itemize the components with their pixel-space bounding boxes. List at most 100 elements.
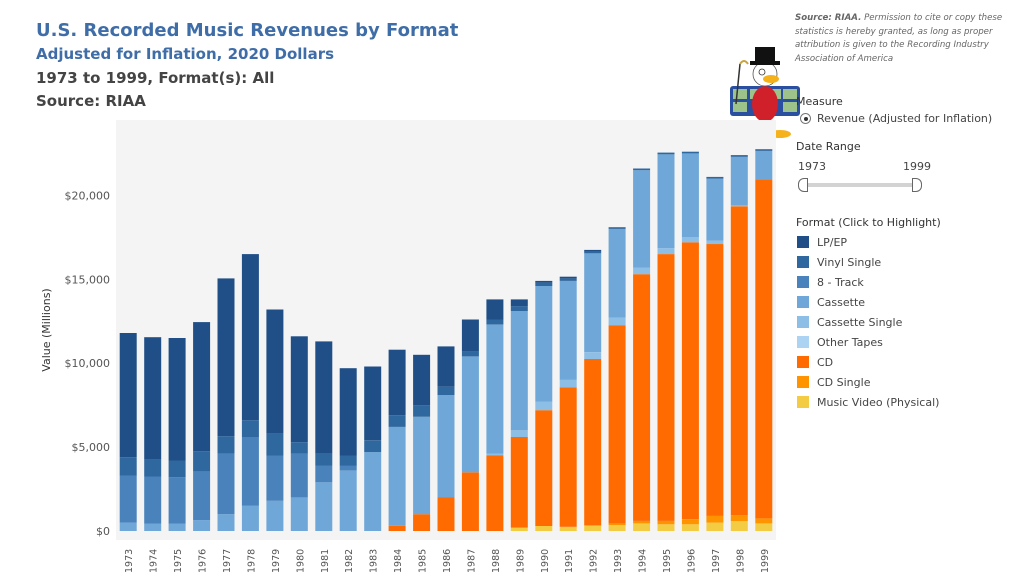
legend-swatch	[797, 356, 809, 368]
bar-segment	[437, 497, 455, 531]
x-tick-label: 1985	[418, 549, 429, 573]
y-tick-label: $20,000	[65, 189, 111, 202]
bar-segment	[193, 471, 211, 521]
y-tick-label: $0	[96, 525, 110, 538]
bar-segment	[266, 309, 284, 434]
bar-segment	[510, 299, 528, 307]
legend-item[interactable]: Cassette Single	[797, 312, 939, 332]
x-tick-label: 1980	[295, 549, 306, 573]
bar-segment	[437, 346, 455, 387]
x-tick-label: 1979	[271, 549, 282, 573]
bar-segment	[730, 206, 748, 516]
chart-subtitle: Adjusted for Inflation, 2020 Dollars	[36, 45, 335, 63]
bar-segment	[584, 249, 602, 252]
x-tick-label: 1976	[198, 549, 209, 573]
legend-item[interactable]: CD Single	[797, 372, 939, 392]
bar-segment	[266, 500, 284, 531]
bar-segment	[266, 433, 284, 456]
bar-segment	[559, 276, 577, 279]
date-range-start-handle[interactable]	[798, 178, 808, 192]
legend-label: Cassette	[817, 295, 866, 309]
bar-segment	[119, 333, 137, 458]
legend-item[interactable]: CD	[797, 352, 939, 372]
bar-segment	[706, 178, 724, 241]
measure-value-label: Revenue (Adjusted for Inflation)	[817, 112, 993, 125]
x-tick-label: 1990	[540, 549, 551, 573]
bar-segment	[168, 523, 186, 531]
radio-selected-icon[interactable]	[800, 113, 811, 124]
bar-segment	[608, 317, 626, 326]
bar-segment	[388, 415, 406, 427]
x-tick-label: 1997	[711, 549, 722, 573]
x-tick-label: 1986	[442, 549, 453, 573]
bar-segment	[584, 352, 602, 359]
legend-item[interactable]: LP/EP	[797, 232, 939, 252]
bar-segment	[657, 524, 675, 531]
permission-note-text: Permission to cite or copy these statist…	[795, 13, 1003, 64]
legend-label: 8 - Track	[817, 275, 864, 289]
bar-segment	[755, 150, 773, 180]
bar-segment	[461, 472, 479, 531]
bar-segment	[413, 405, 431, 417]
y-tick-label: $5,000	[72, 441, 111, 454]
chart-source-text: Source: RIAA	[36, 92, 146, 110]
legend-item[interactable]: Other Tapes	[797, 332, 939, 352]
legend-item[interactable]: 8 - Track	[797, 272, 939, 292]
bar-segment	[241, 505, 259, 531]
bar-segment	[633, 170, 651, 268]
bar-segment	[290, 453, 308, 498]
bar-segment	[730, 156, 748, 206]
bar-segment	[706, 522, 724, 531]
x-tick-label: 1992	[589, 549, 600, 573]
legend-item[interactable]: Cassette	[797, 292, 939, 312]
bar-segment	[241, 437, 259, 506]
bar-segment	[559, 526, 577, 531]
bar-segment	[388, 349, 406, 416]
x-tick-label: 1994	[638, 549, 649, 573]
date-range-slider-track[interactable]	[802, 183, 918, 187]
bar-segment	[535, 286, 553, 402]
bar-segment	[339, 470, 357, 531]
bar-segment	[584, 525, 602, 526]
bar-segment	[608, 525, 626, 531]
bar-segment	[535, 526, 553, 531]
legend-label: Music Video (Physical)	[817, 395, 940, 409]
bar-segment	[559, 280, 577, 380]
bar-segment	[706, 244, 724, 516]
format-legend-title: Format (Click to Highlight)	[796, 216, 941, 229]
bar-segment	[461, 351, 479, 357]
x-tick-label: 1991	[564, 549, 575, 573]
bar-segment	[486, 324, 504, 454]
legend-item[interactable]: Music Video (Physical)	[797, 392, 939, 412]
bar-segment	[119, 475, 137, 523]
bar-segment	[290, 442, 308, 454]
bar-segment	[461, 319, 479, 352]
bar-segment	[364, 452, 382, 531]
bar-segment	[584, 359, 602, 526]
legend-item[interactable]: Vinyl Single	[797, 252, 939, 272]
bar-segment	[730, 205, 748, 207]
bar-segment	[559, 387, 577, 527]
measure-title: Measure	[796, 95, 843, 108]
bar-segment	[730, 515, 748, 521]
measure-radio-option[interactable]: Revenue (Adjusted for Inflation)	[800, 112, 992, 125]
y-tick-label: $10,000	[65, 357, 111, 370]
bar-segment	[217, 278, 235, 437]
x-tick-label: 1973	[124, 549, 135, 573]
x-tick-label: 1982	[344, 549, 355, 573]
bar-segment	[413, 354, 431, 406]
bar-segment	[364, 440, 382, 453]
legend-label: CD	[817, 355, 834, 369]
date-range-end-handle[interactable]	[912, 178, 922, 192]
x-tick-label: 1983	[369, 549, 380, 573]
y-axis-label: Value (Millions)	[40, 288, 53, 371]
bar-segment	[706, 176, 724, 179]
bar-segment	[193, 520, 211, 531]
legend-swatch	[797, 396, 809, 408]
bar-segment	[681, 519, 699, 525]
x-tick-label: 1995	[662, 549, 673, 573]
bar-segment	[535, 410, 553, 526]
bar-segment	[388, 426, 406, 526]
bar-segment	[193, 322, 211, 452]
bar-segment	[633, 274, 651, 521]
